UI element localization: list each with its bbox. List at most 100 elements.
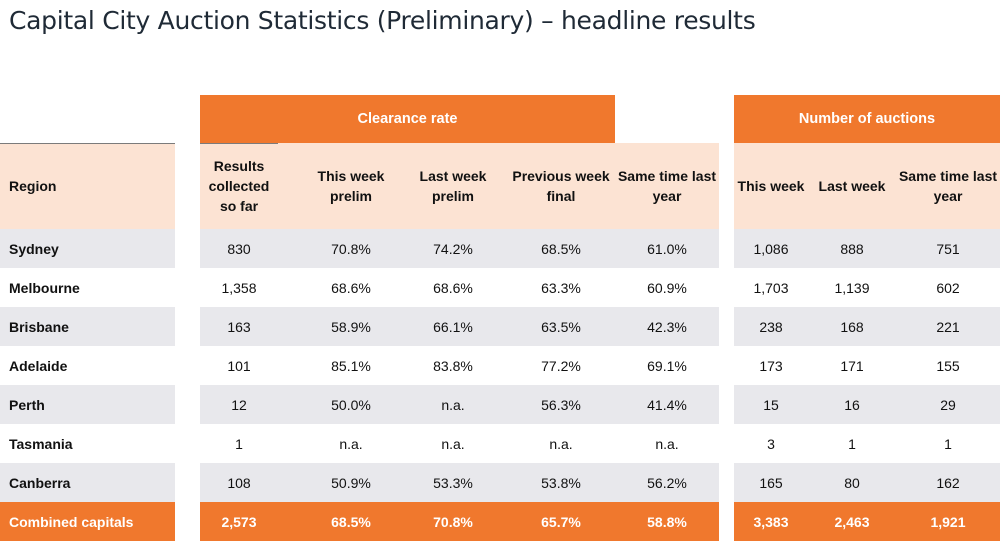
table-row-adelaide-results: 101	[227, 357, 251, 374]
table-row-brisbane-na-year: 221	[936, 318, 960, 335]
table-row-sydney-cr-last: 74.2%	[433, 240, 473, 257]
table-row-canberra-bg-results	[200, 463, 278, 502]
table-row-brisbane-region: Brisbane	[9, 318, 69, 335]
table-row-melbourne-bg-region	[0, 268, 175, 307]
table-row-sydney-bg-region	[0, 229, 175, 268]
table-row-melbourne-bg-clearance	[278, 268, 719, 307]
table-row-tasmania-bg-clearance	[278, 424, 719, 463]
table-row-sydney-bg-results	[200, 229, 278, 268]
header-bg-results	[200, 143, 278, 229]
table-row-perth-na-this: 15	[763, 396, 779, 413]
table-row-sydney-na-this: 1,086	[753, 240, 789, 257]
table-row-sydney-cr-this: 70.8%	[331, 240, 371, 257]
table-row-combined-capitals-region: Combined capitals	[9, 513, 134, 530]
table-row-melbourne-results: 1,358	[221, 279, 257, 296]
table-row-adelaide-na-this: 173	[759, 357, 783, 374]
table-row-perth-bg-results	[200, 385, 278, 424]
table-row-melbourne-bg-auctions	[734, 268, 1000, 307]
table-row-adelaide-bg-auctions	[734, 346, 1000, 385]
table-row-canberra-cr-last: 53.3%	[433, 474, 473, 491]
table-row-melbourne-cr-prev: 63.3%	[541, 279, 581, 296]
table-row-brisbane-cr-last: 66.1%	[433, 318, 473, 335]
table-row-perth-bg-clearance	[278, 385, 719, 424]
table-row-adelaide-bg-region	[0, 346, 175, 385]
table-row-sydney-cr-year: 61.0%	[647, 240, 687, 257]
table-row-tasmania-cr-prev: n.a.	[549, 435, 573, 452]
table-row-sydney-bg-clearance	[278, 229, 719, 268]
table-row-perth-na-year: 29	[940, 396, 956, 413]
table-row-canberra-cr-prev: 53.8%	[541, 474, 581, 491]
column-header-cr-this-week: This week prelim	[317, 168, 385, 204]
table-row-brisbane-na-last: 168	[840, 318, 864, 335]
table-row-adelaide-cr-this: 85.1%	[331, 357, 371, 374]
table-row-sydney-results: 830	[227, 240, 251, 257]
table-row-adelaide-cr-last: 83.8%	[433, 357, 473, 374]
table-row-tasmania-na-year: 1	[944, 435, 952, 452]
table-row-adelaide-region: Adelaide	[9, 357, 68, 374]
table-row-brisbane-cr-year: 42.3%	[647, 318, 687, 335]
table-row-perth-cr-this: 50.0%	[331, 396, 371, 413]
table-row-tasmania-bg-auctions	[734, 424, 1000, 463]
table-row-brisbane-bg-region	[0, 307, 175, 346]
header-bg-clearance	[278, 143, 719, 229]
table-row-canberra-bg-clearance	[278, 463, 719, 502]
column-header-results: Results collected so far	[208, 158, 270, 214]
table-row-melbourne-na-year: 602	[936, 279, 960, 296]
table-row-perth-bg-region	[0, 385, 175, 424]
table-row-canberra-na-year: 162	[936, 474, 960, 491]
table-row-combined-capitals-results: 2,573	[221, 513, 257, 530]
table-row-brisbane-results: 163	[227, 318, 251, 335]
table-row-adelaide-na-last: 171	[840, 357, 864, 374]
header-bg-auctions	[734, 143, 1000, 229]
table-row-combined-capitals-na-year: 1,921	[930, 513, 966, 530]
table-row-melbourne-na-this: 1,703	[753, 279, 789, 296]
page-title: Capital City Auction Statistics (Prelimi…	[9, 6, 756, 35]
group-header-clearance-rate: Clearance rate	[200, 95, 615, 143]
table-row-sydney-na-last: 888	[840, 240, 864, 257]
table-row-brisbane-bg-clearance	[278, 307, 719, 346]
table-row-canberra-bg-region	[0, 463, 175, 502]
table-row-perth-results: 12	[231, 396, 247, 413]
table-row-tasmania-bg-region	[0, 424, 175, 463]
table-row-brisbane-bg-auctions	[734, 307, 1000, 346]
table-row-perth-cr-last: n.a.	[441, 396, 465, 413]
column-header-na-this-week: This week	[737, 178, 805, 194]
table-row-canberra-results: 108	[227, 474, 251, 491]
table-row-perth-bg-auctions	[734, 385, 1000, 424]
table-row-tasmania-na-last: 1	[848, 435, 856, 452]
table-row-adelaide-cr-year: 69.1%	[647, 357, 687, 374]
table-row-brisbane-bg-results	[200, 307, 278, 346]
table-row-canberra-region: Canberra	[9, 474, 71, 491]
table-row-adelaide-bg-results	[200, 346, 278, 385]
table-row-tasmania-cr-last: n.a.	[441, 435, 465, 452]
table-row-combined-capitals-cr-prev: 65.7%	[541, 513, 581, 530]
group-header-number-of-auctions: Number of auctions	[734, 95, 1000, 143]
table-row-canberra-bg-auctions	[734, 463, 1000, 502]
table-row-canberra-na-last: 80	[844, 474, 860, 491]
table-row-perth-cr-year: 41.4%	[647, 396, 687, 413]
table-row-sydney-na-year: 751	[936, 240, 960, 257]
table-row-canberra-na-this: 165	[759, 474, 783, 491]
table-row-sydney-region: Sydney	[9, 240, 59, 257]
table-row-adelaide-bg-clearance	[278, 346, 719, 385]
column-header-cr-last-week: Last week prelim	[419, 168, 487, 204]
table-row-canberra-cr-this: 50.9%	[331, 474, 371, 491]
table-row-sydney-bg-auctions	[734, 229, 1000, 268]
auction-stats-table: Clearance rate Number of auctions Region Re…	[0, 48, 1000, 541]
column-header-cr-prev-final: Previous week final	[512, 168, 610, 204]
table-row-perth-cr-prev: 56.3%	[541, 396, 581, 413]
table-row-brisbane-na-this: 238	[759, 318, 783, 335]
table-row-tasmania-cr-year: n.a.	[655, 435, 679, 452]
table-row-melbourne-na-last: 1,139	[834, 279, 870, 296]
table-row-combined-capitals-cr-this: 68.5%	[331, 513, 371, 530]
table-row-canberra-cr-year: 56.2%	[647, 474, 687, 491]
table-row-combined-capitals-cr-year: 58.8%	[647, 513, 687, 530]
table-row-combined-capitals-cr-last: 70.8%	[433, 513, 473, 530]
table-row-tasmania-cr-this: n.a.	[339, 435, 363, 452]
table-row-tasmania-na-this: 3	[767, 435, 775, 452]
column-header-na-last-year: Same time last year	[898, 168, 998, 204]
table-row-tasmania-results: 1	[235, 435, 243, 452]
header-bg-region	[0, 143, 175, 229]
table-row-adelaide-cr-prev: 77.2%	[541, 357, 581, 374]
table-row-sydney-cr-prev: 68.5%	[541, 240, 581, 257]
